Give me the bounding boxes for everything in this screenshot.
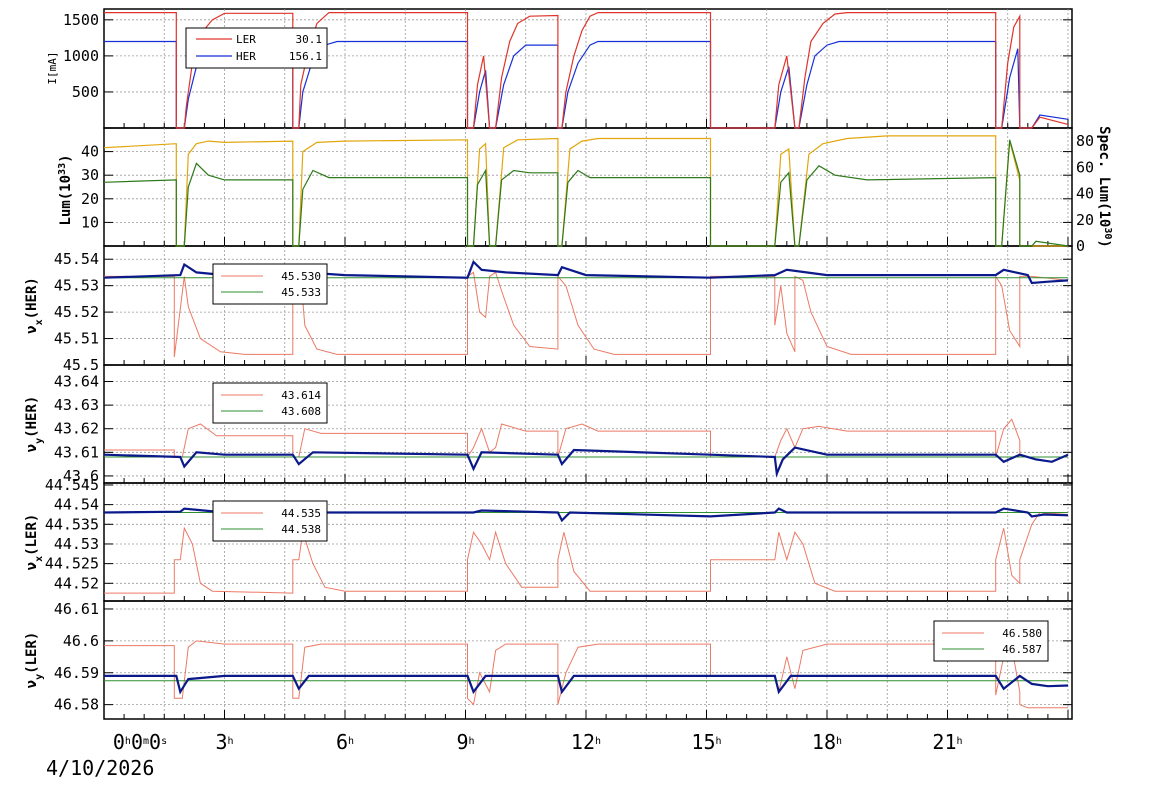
x-tick-label: 15h [691, 730, 721, 754]
panel-frame [103, 600, 1073, 720]
panel-nuy_ler: 46.58 46.59 46.6 46.61 [54, 600, 1073, 720]
y-axis-label: νx(HER) [24, 277, 45, 334]
legend-value-model: 44.538 [281, 523, 321, 536]
y-tick-label: 43.62 [54, 420, 99, 438]
tune-series-nuy_her [103, 418, 1069, 478]
y-tick-label: 46.58 [54, 696, 99, 714]
x-tick-label: 9h [456, 730, 474, 754]
right-tick-label: 80 [1076, 132, 1094, 150]
x-tick-label: 3h [215, 730, 233, 754]
panel-nuy_her: 43.6 43.61 43.62 43.63 43.64 [54, 364, 1073, 485]
legend-box [212, 263, 328, 305]
right-tick-label: 0 [1076, 237, 1085, 255]
y-tick-label: 44.53 [54, 535, 99, 553]
y-tick-label: 45.54 [54, 250, 99, 268]
legend-value-set: 45.530 [281, 270, 321, 283]
y-tick-label: 44.535 [45, 515, 99, 533]
y-axis-label: νx(LER) [24, 514, 45, 571]
y-tick-label: 43.61 [54, 443, 99, 461]
y-tick-label: 45.53 [54, 277, 99, 295]
y-tick-label: 43.64 [54, 373, 99, 391]
legend-value-ler: 30.1 [296, 33, 323, 46]
legend-value-model: 45.533 [281, 286, 321, 299]
legend-box [185, 27, 328, 69]
y-tick-label: 45.52 [54, 303, 99, 321]
right-axis-label: Spec. Lum(1030) [1096, 126, 1114, 248]
legend-value-model: 46.587 [1002, 643, 1042, 656]
tune-series-nuy_ler [104, 640, 1069, 709]
set-line-nux_her [104, 271, 1069, 358]
y-tick-label: 44.54 [54, 496, 99, 514]
y-tick-label: 1500 [63, 11, 99, 29]
y-axis-label: I[mA] [46, 51, 59, 84]
y-tick-label: 46.6 [63, 632, 99, 650]
right-tick-label: 40 [1076, 185, 1094, 203]
x-tick-label: 12h [571, 730, 601, 754]
legend-value-model: 43.608 [281, 405, 321, 418]
y-tick-label: 20 [81, 190, 99, 208]
meas-line-nuy_her [103, 446, 1069, 478]
panel-lum: 10 20 30 40 [81, 127, 1073, 247]
legend-label-ler: LER [236, 33, 256, 46]
x-tick-label: 18h [812, 730, 842, 754]
y-tick-label: 30 [81, 166, 99, 184]
y-tick-label: 45.51 [54, 330, 99, 348]
y-tick-label: 1000 [63, 47, 99, 65]
legend-value-set: 43.614 [281, 389, 321, 402]
panel-frame [103, 127, 1073, 247]
x-tick-label: 6h [336, 730, 354, 754]
y-tick-label: 40 [81, 143, 99, 161]
y-tick-label: 43.6 [63, 467, 99, 485]
x-tick-label: 21h [932, 730, 962, 754]
legend-value-set: 44.535 [281, 507, 321, 520]
date-label: 4/10/2026 [46, 756, 155, 780]
x-tick-label: 0h0m0s [113, 730, 167, 754]
right-tick-label: 20 [1076, 211, 1094, 229]
y-tick-label: 43.63 [54, 396, 99, 414]
y-tick-label: 45.5 [63, 356, 99, 374]
y-tick-label: 44.545 [45, 476, 99, 494]
y-axis-label: νy(LER) [24, 632, 45, 689]
y-axis-label: νy(HER) [24, 396, 45, 453]
right-tick-label: 60 [1076, 158, 1094, 176]
legend-value-set: 46.580 [1002, 627, 1042, 640]
y-axis-label: Lum(1033) [57, 154, 75, 225]
meas-line-nuy_ler [104, 674, 1069, 695]
legend-box [933, 620, 1049, 662]
y-tick-label: 44.52 [54, 574, 99, 592]
set-line-nuy_her [104, 418, 1068, 459]
legend-box [212, 500, 328, 542]
y-tick-label: 500 [72, 83, 99, 101]
lum-line [103, 139, 1069, 247]
legend-label-her: HER [236, 50, 256, 63]
legend-value-her: 156.1 [289, 50, 322, 63]
y-tick-label: 44.525 [45, 555, 99, 573]
set-line-nuy_ler [104, 640, 1068, 709]
y-tick-label: 10 [81, 213, 99, 231]
legend-box [212, 382, 328, 424]
y-tick-label: 46.61 [54, 600, 99, 618]
y-tick-label: 46.59 [54, 664, 99, 682]
set-line-nux_ler [104, 511, 1069, 594]
